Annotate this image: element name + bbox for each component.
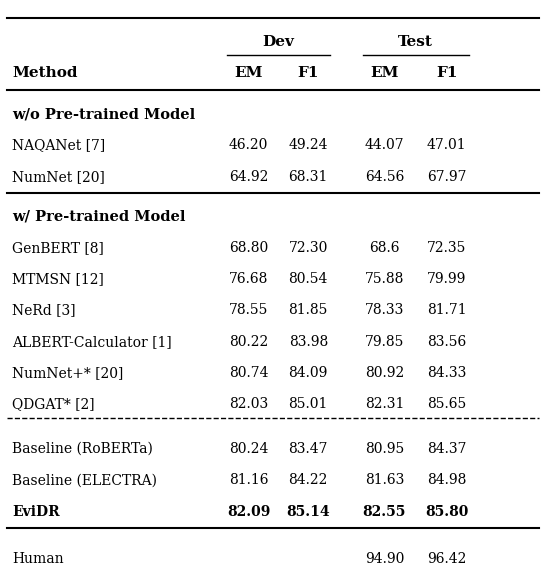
Text: 80.24: 80.24 <box>229 442 268 456</box>
Text: GenBERT [8]: GenBERT [8] <box>12 241 104 255</box>
Text: 80.95: 80.95 <box>365 442 404 456</box>
Text: 82.31: 82.31 <box>365 398 404 411</box>
Text: Human: Human <box>12 552 64 564</box>
Text: 84.98: 84.98 <box>427 473 466 487</box>
Text: EM: EM <box>370 66 399 80</box>
Text: ALBERT-Calculator [1]: ALBERT-Calculator [1] <box>12 335 172 349</box>
Text: 75.88: 75.88 <box>365 272 404 286</box>
Text: 80.54: 80.54 <box>289 272 328 286</box>
Text: 82.55: 82.55 <box>363 505 406 519</box>
Text: NumNet [20]: NumNet [20] <box>12 170 105 184</box>
Text: w/ Pre-trained Model: w/ Pre-trained Model <box>12 210 186 224</box>
Text: 68.6: 68.6 <box>369 241 400 255</box>
Text: 96.42: 96.42 <box>427 552 466 564</box>
Text: 80.74: 80.74 <box>229 366 268 380</box>
Text: NumNet+* [20]: NumNet+* [20] <box>12 366 123 380</box>
Text: F1: F1 <box>298 66 319 80</box>
Text: 46.20: 46.20 <box>229 138 268 152</box>
Text: 72.35: 72.35 <box>427 241 466 255</box>
Text: 83.47: 83.47 <box>288 442 328 456</box>
Text: 80.22: 80.22 <box>229 335 268 349</box>
Text: 81.16: 81.16 <box>229 473 268 487</box>
Text: 78.33: 78.33 <box>365 303 404 318</box>
Text: 81.85: 81.85 <box>289 303 328 318</box>
Text: 64.56: 64.56 <box>365 170 404 184</box>
Text: EM: EM <box>234 66 263 80</box>
Text: 47.01: 47.01 <box>427 138 467 152</box>
Text: 84.09: 84.09 <box>289 366 328 380</box>
Text: 68.80: 68.80 <box>229 241 268 255</box>
Text: 44.07: 44.07 <box>365 138 404 152</box>
Text: w/o Pre-trained Model: w/o Pre-trained Model <box>12 107 195 121</box>
Text: 82.09: 82.09 <box>227 505 270 519</box>
Text: 85.01: 85.01 <box>289 398 328 411</box>
Text: 84.37: 84.37 <box>427 442 467 456</box>
Text: EviDR: EviDR <box>12 505 60 519</box>
Text: 67.97: 67.97 <box>427 170 467 184</box>
Text: F1: F1 <box>436 66 458 80</box>
Text: 81.63: 81.63 <box>365 473 404 487</box>
Text: 68.31: 68.31 <box>289 170 328 184</box>
Text: 76.68: 76.68 <box>229 272 268 286</box>
Text: Method: Method <box>12 66 78 80</box>
Text: 84.33: 84.33 <box>427 366 466 380</box>
Text: 85.65: 85.65 <box>427 398 466 411</box>
Text: QDGAT* [2]: QDGAT* [2] <box>12 398 95 411</box>
Text: 79.99: 79.99 <box>427 272 466 286</box>
Text: 85.14: 85.14 <box>287 505 330 519</box>
Text: Test: Test <box>398 35 433 49</box>
Text: Dev: Dev <box>263 35 294 49</box>
Text: 83.98: 83.98 <box>289 335 328 349</box>
Text: NeRd [3]: NeRd [3] <box>12 303 76 318</box>
Text: 78.55: 78.55 <box>229 303 268 318</box>
Text: 85.80: 85.80 <box>425 505 468 519</box>
Text: 64.92: 64.92 <box>229 170 268 184</box>
Text: 94.90: 94.90 <box>365 552 404 564</box>
Text: MTMSN [12]: MTMSN [12] <box>12 272 104 286</box>
Text: 80.92: 80.92 <box>365 366 404 380</box>
Text: 49.24: 49.24 <box>288 138 328 152</box>
Text: Baseline (RoBERTa): Baseline (RoBERTa) <box>12 442 153 456</box>
Text: 79.85: 79.85 <box>365 335 404 349</box>
Text: 82.03: 82.03 <box>229 398 268 411</box>
Text: 72.30: 72.30 <box>289 241 328 255</box>
Text: 81.71: 81.71 <box>427 303 467 318</box>
Text: 83.56: 83.56 <box>427 335 466 349</box>
Text: Baseline (ELECTRA): Baseline (ELECTRA) <box>12 473 157 487</box>
Text: NAQANet [7]: NAQANet [7] <box>12 138 105 152</box>
Text: 84.22: 84.22 <box>289 473 328 487</box>
